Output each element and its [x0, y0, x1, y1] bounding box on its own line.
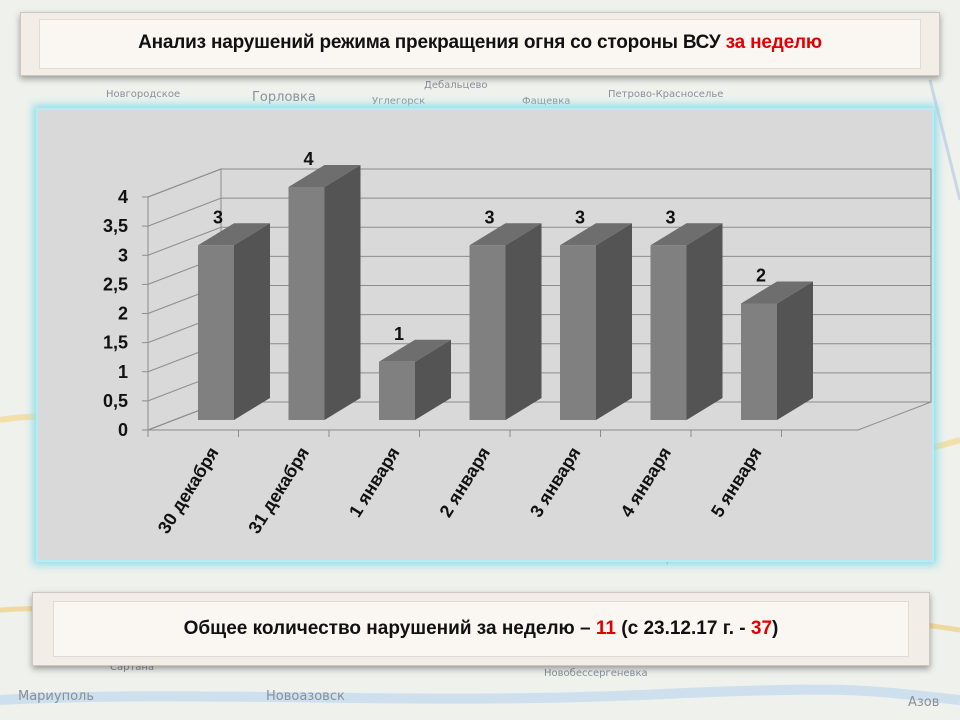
- bar-chart: 0 0,5 1 1,5 2 2,5 3 3,5 4 30 декабря 31 декабря 1 …: [103, 149, 932, 538]
- bar-front: [650, 245, 687, 420]
- bar-top: [379, 339, 451, 362]
- map-label: Углегорск: [372, 96, 425, 107]
- y-tick-label: 2: [118, 304, 128, 324]
- bar: [560, 223, 632, 420]
- bar-top: [560, 223, 632, 246]
- x-tick-label: 30 декабря: [154, 444, 223, 538]
- title-main: Анализ нарушений режима прекращения огня…: [138, 32, 721, 53]
- bar-side: [505, 223, 542, 420]
- data-label: 1: [394, 324, 404, 344]
- y-tick-label: 0,5: [103, 391, 128, 411]
- gridline: [147, 197, 931, 227]
- x-tick-label: 3 января: [526, 444, 585, 521]
- bar-side: [596, 223, 632, 420]
- map-label: Сартана: [110, 662, 154, 673]
- map-label: Мариуполь: [18, 689, 94, 704]
- bar-front: [560, 245, 596, 420]
- y-tick-label: 0: [118, 420, 128, 440]
- data-label: 4: [303, 149, 313, 169]
- y-axis: 0 0,5 1 1,5 2 2,5 3 3,5 4: [103, 187, 149, 440]
- bar: [379, 339, 451, 420]
- map-label: Дебальцево: [424, 80, 488, 91]
- y-tick-label: 3: [118, 245, 128, 265]
- bar-side: [686, 223, 723, 420]
- data-labels: 3 4 1 3 3 3 2: [213, 149, 766, 344]
- x-tick-label: 5 января: [707, 444, 766, 521]
- data-label: 2: [756, 266, 766, 286]
- map-label: Новоазовск: [266, 689, 345, 704]
- summary-banner: Общее количество нарушений за неделю – 1…: [32, 592, 930, 666]
- x-tick-label: 1 января: [345, 444, 404, 521]
- data-label: 3: [213, 207, 223, 227]
- bar-side: [777, 281, 813, 420]
- map-label: Петрово-Красноселье: [608, 89, 723, 100]
- bar-side: [234, 223, 270, 420]
- chart-panel: 0 0,5 1 1,5 2 2,5 3 3,5 4 30 декабря 31 декабря 1 …: [36, 108, 934, 562]
- map-label: Горловка: [252, 90, 316, 105]
- y-tick-label: 1,5: [103, 333, 128, 353]
- title-banner: Анализ нарушений режима прекращения огня…: [20, 12, 940, 76]
- y-tick-label: 4: [118, 187, 128, 207]
- x-tick-label: 4 января: [617, 444, 676, 521]
- bar-top: [469, 223, 542, 246]
- summary-text: Общее количество нарушений за неделю – 1…: [33, 618, 929, 640]
- map-label: Новгородское: [106, 89, 180, 100]
- summary-prefix: Общее количество нарушений за неделю –: [183, 618, 596, 639]
- bar-top: [741, 281, 813, 304]
- bar-front: [469, 245, 506, 420]
- bar: [198, 223, 270, 420]
- gridline: [147, 168, 931, 198]
- week-total: 11: [595, 618, 616, 639]
- summary-suffix: ): [772, 618, 779, 639]
- map-label: Новобессергеневка: [544, 668, 648, 679]
- bar: [288, 165, 361, 420]
- data-label: 3: [665, 207, 675, 227]
- bar-front: [198, 245, 234, 420]
- bar-top: [650, 223, 723, 246]
- summary-middle: (с 23.12.17 г. -: [616, 618, 751, 639]
- bar-front: [379, 361, 415, 420]
- data-label: 3: [484, 207, 494, 227]
- x-axis: 30 декабря 31 декабря 1 января 2 января 3 ян…: [147, 430, 782, 538]
- y-tick-label: 1: [118, 362, 128, 382]
- map-label: Азов: [908, 695, 939, 710]
- y-tick-label: 2,5: [103, 274, 128, 294]
- bar: [469, 223, 542, 420]
- page-title: Анализ нарушений режима прекращения огня…: [21, 32, 939, 54]
- bar-side: [324, 165, 361, 420]
- bar-front: [741, 303, 777, 420]
- data-label: 3: [575, 207, 585, 227]
- since-total: 37: [750, 618, 773, 639]
- bar: [650, 223, 723, 420]
- bar-side: [415, 339, 451, 420]
- chart-bars: [198, 165, 813, 420]
- bar-front: [288, 187, 325, 420]
- x-tick-label: 2 января: [436, 444, 495, 521]
- bar: [741, 281, 813, 420]
- y-tick-label: 3,5: [103, 216, 128, 236]
- bar-top: [198, 223, 270, 246]
- x-tick-label: 31 декабря: [244, 444, 313, 538]
- bar-top: [288, 165, 361, 187]
- map-label: Фащевка: [522, 96, 570, 107]
- title-highlight: за неделю: [725, 32, 822, 53]
